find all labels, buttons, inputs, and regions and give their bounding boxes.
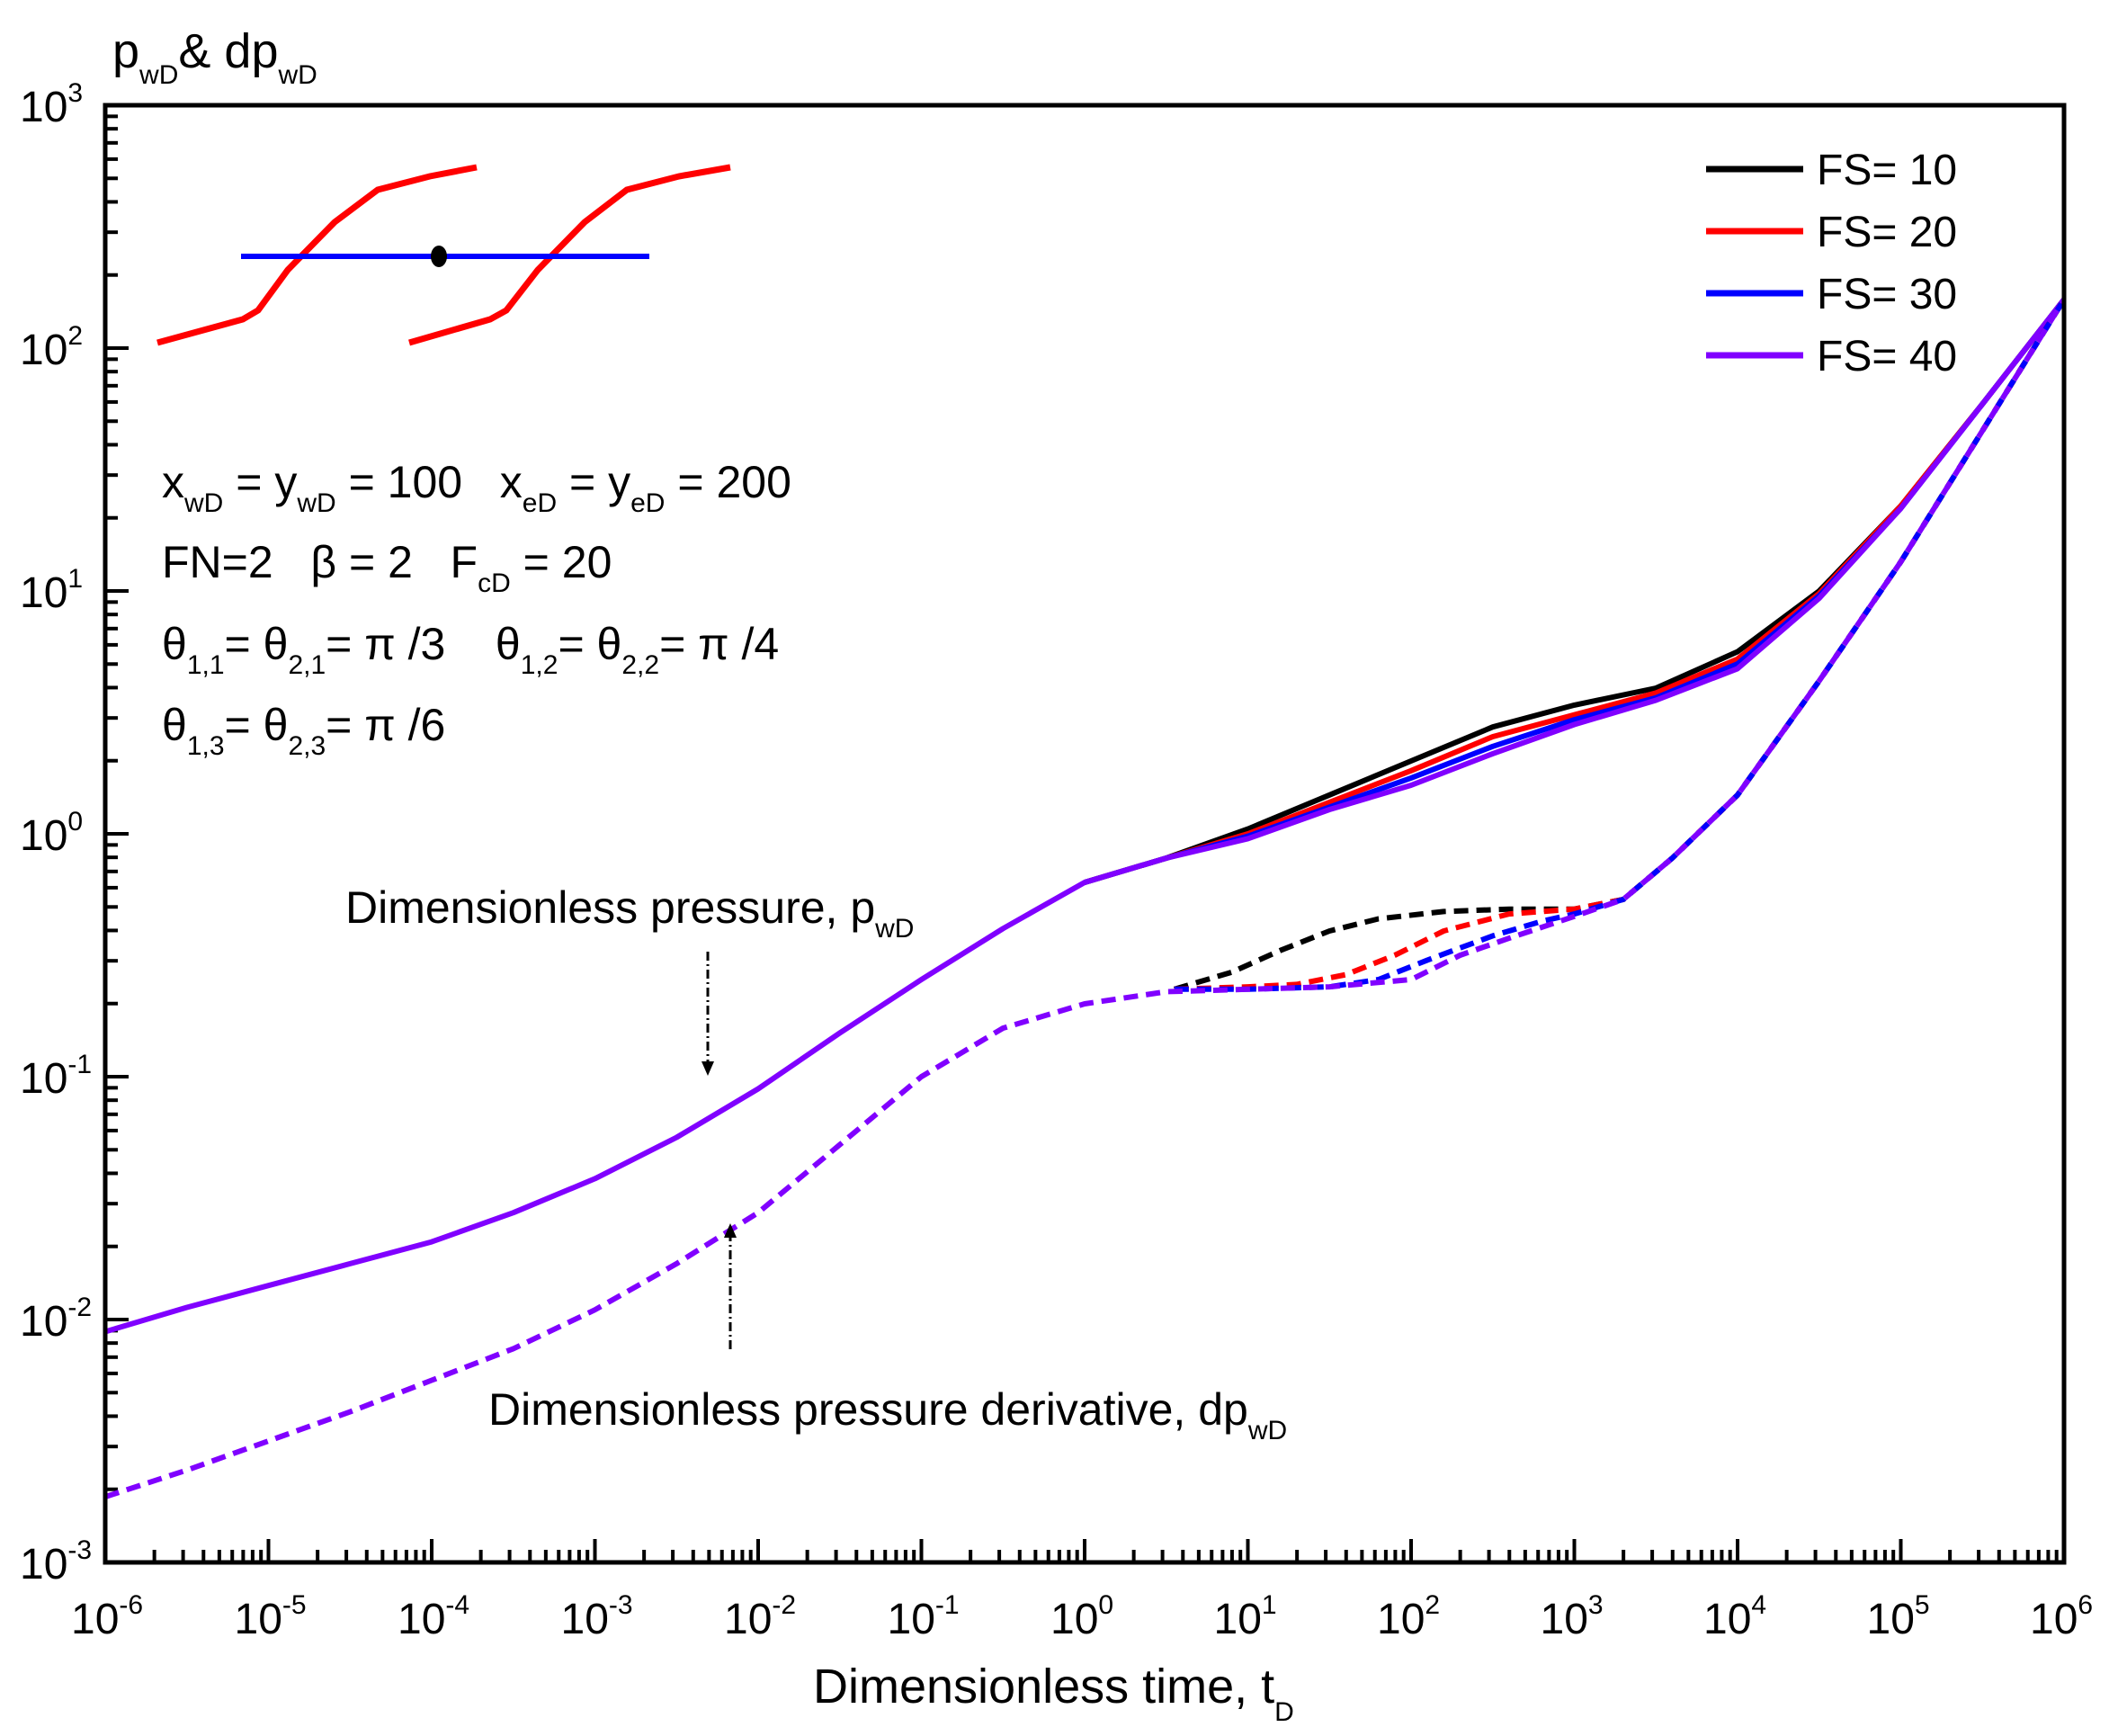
x-tick-label: 102 (1377, 1590, 1440, 1643)
well-center-point (431, 246, 447, 267)
y-tick-labels: 10-3 10-2 10-1 100 101 102 103 (20, 78, 92, 1588)
series-line-4 (1173, 298, 2067, 992)
x-tick-label: 103 (1541, 1590, 1604, 1643)
y-tick-label: 100 (20, 807, 83, 860)
axis-ticks (103, 114, 2059, 1564)
plot-frame (103, 103, 2067, 1565)
series-line-0 (1084, 298, 2067, 885)
series-line-3 (104, 298, 2067, 1335)
legend-label-fs20: FS= 20 (1817, 209, 1957, 256)
x-tick-label: 101 (1214, 1590, 1277, 1643)
param-line-1: xwD = ywD = 100 xeD = yeD = 200 (162, 457, 791, 518)
fracture-schematic (156, 164, 731, 346)
series-line-6 (1174, 298, 2067, 992)
series-layer (104, 298, 2067, 1499)
annotation-pressure: Dimensionless pressure, pwD (345, 882, 914, 944)
x-tick-label: 10-3 (561, 1590, 633, 1643)
y-axis-label: pwD& dpwD (112, 24, 317, 90)
annotation-derivative: Dimensionless pressure derivative, dpwD (488, 1384, 1287, 1445)
x-tick-label: 100 (1050, 1590, 1113, 1643)
series-line-1 (1084, 298, 2067, 885)
y-tick-label: 10-1 (20, 1050, 92, 1103)
param-line-4: θ1,3= θ2,3= π /6 (162, 700, 445, 761)
y-tick-label: 102 (20, 321, 83, 374)
y-tick-label: 10-3 (20, 1535, 92, 1588)
x-tick-label: 105 (1867, 1590, 1930, 1643)
param-line-2: FN=2 β = 2 FcD = 20 (162, 537, 612, 598)
x-tick-labels: 10-6 10-5 10-4 10-3 10-2 10-1 100 101 102 103 104 1… (71, 1590, 2093, 1643)
x-tick-label: 106 (2030, 1590, 2093, 1643)
x-tick-label: 10-6 (71, 1590, 143, 1643)
x-tick-label: 10-4 (398, 1590, 469, 1643)
series-line-5 (1174, 298, 2067, 992)
x-axis-label: Dimensionless time, tD (813, 1660, 1294, 1727)
legend: FS= 10 FS= 20 FS= 30 FS= 40 (1706, 147, 1957, 380)
param-line-3: θ1,1= θ2,1= π /3 θ1,2= θ2,2= π /4 (162, 619, 779, 680)
y-tick-label: 103 (20, 78, 83, 131)
parameters-block: xwD = ywD = 100 xeD = yeD = 200 FN=2 β =… (162, 457, 791, 761)
x-tick-label: 10-1 (888, 1590, 960, 1643)
derivative-arrow-head (724, 1223, 737, 1238)
x-tick-label: 10-5 (235, 1590, 307, 1643)
legend-label-fs10: FS= 10 (1817, 147, 1957, 194)
legend-label-fs30: FS= 30 (1817, 271, 1957, 318)
series-line-7 (104, 298, 2067, 1499)
fracture-left (156, 164, 478, 346)
series-line-2 (1084, 298, 2067, 885)
fracture-right (408, 164, 731, 346)
x-tick-label: 104 (1703, 1590, 1766, 1643)
y-tick-label: 10-2 (20, 1293, 92, 1346)
legend-label-fs40: FS= 40 (1817, 333, 1957, 380)
y-tick-label: 101 (20, 564, 83, 617)
x-tick-label: 10-2 (724, 1590, 796, 1643)
annotations: Dimensionless pressure, pwD Dimensionles… (345, 882, 1287, 1445)
pressure-arrow-head (702, 1061, 714, 1076)
